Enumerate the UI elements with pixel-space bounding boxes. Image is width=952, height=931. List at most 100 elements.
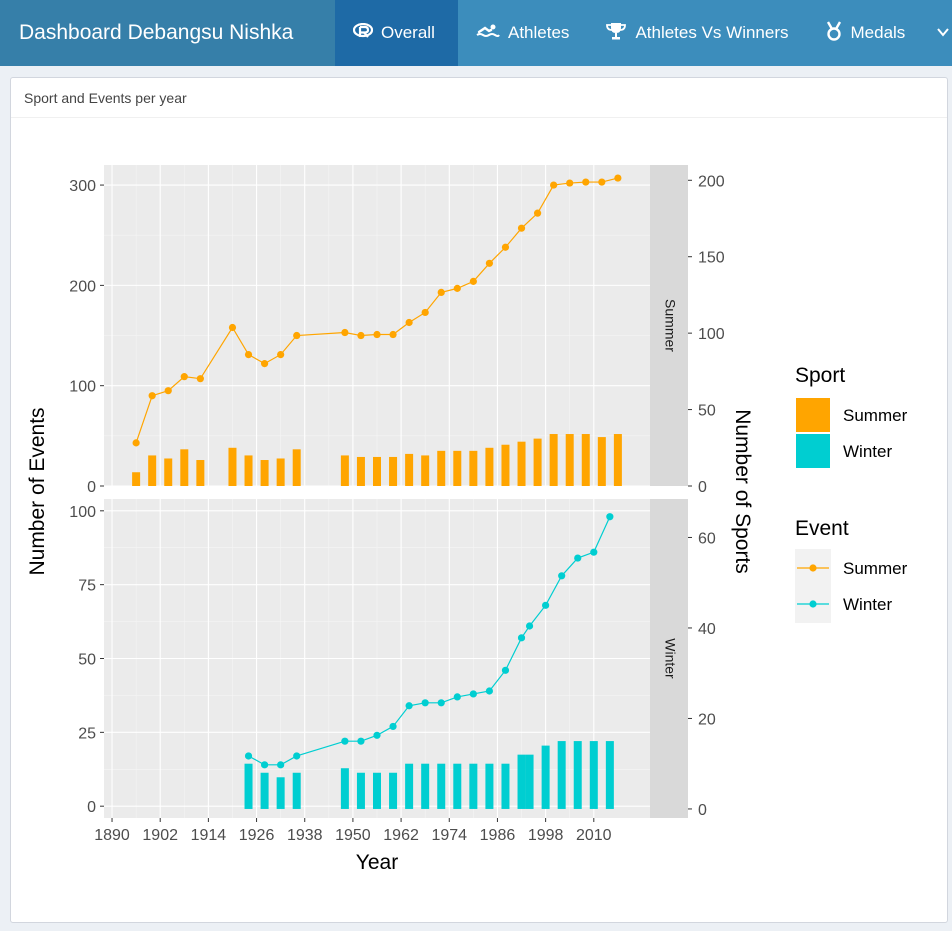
events-point (132, 439, 140, 447)
events-point (606, 513, 614, 521)
events-point (501, 666, 510, 674)
y2-tick-label: 50 (698, 403, 716, 420)
sports-bar (581, 434, 590, 486)
y-axis-title: Number of Events (26, 407, 49, 575)
y2-tick-label: 0 (698, 802, 707, 819)
sports-bar (373, 456, 381, 486)
sports-bar (565, 434, 574, 486)
sports-bar (148, 455, 157, 486)
sports-bar (292, 772, 301, 809)
sports-bar (525, 754, 534, 809)
events-point (421, 308, 429, 317)
sports-bar (340, 455, 349, 486)
events-point (590, 548, 598, 556)
legend-sport-key (796, 434, 830, 468)
r-logo-icon (352, 22, 374, 44)
sports-bar (389, 772, 398, 809)
legend-event-key-point (809, 564, 817, 572)
events-sports-chart: 0100200300Summer0501001502000255075100Wi… (26, 165, 908, 874)
events-point (405, 318, 413, 327)
nav-overflow[interactable] (923, 0, 950, 66)
y-tick-label: 100 (69, 379, 96, 396)
events-point (485, 687, 494, 695)
tab-athletes-vs-winners[interactable]: Athletes Vs Winners (587, 0, 806, 66)
events-point (525, 622, 534, 630)
x-tick-label: 1938 (287, 827, 323, 844)
y-tick-label: 0 (87, 799, 96, 816)
tab-medals[interactable]: Medals (807, 0, 924, 66)
legend-event-key-point (809, 600, 817, 608)
events-point (180, 373, 188, 381)
y-tick-label: 50 (78, 652, 96, 669)
events-point (228, 323, 237, 332)
sports-bar (228, 447, 237, 486)
x-tick-label: 1998 (528, 827, 564, 844)
events-point (437, 699, 445, 707)
sports-bar (597, 437, 606, 486)
tab-overall[interactable]: Overall (335, 0, 458, 66)
events-point (598, 178, 606, 186)
sports-bar (541, 745, 550, 809)
tab-athletes[interactable]: Athletes (458, 0, 587, 66)
events-point (357, 737, 365, 745)
events-line (248, 516, 611, 766)
events-point (517, 634, 526, 642)
events-point (196, 375, 204, 383)
x-tick-label: 1974 (431, 827, 467, 844)
events-point (244, 752, 253, 760)
navbar: Dashboard Debangsu Nishka Overall Athlet… (0, 0, 952, 66)
y-tick-label: 100 (69, 504, 96, 521)
sports-bar (405, 763, 414, 809)
swimmer-icon (476, 23, 500, 44)
sports-bar (373, 772, 381, 809)
events-point (341, 328, 349, 337)
events-point (260, 360, 269, 368)
events-point (437, 288, 445, 296)
sports-bar (437, 450, 446, 486)
events-point (485, 259, 494, 267)
y-tick-label: 0 (87, 479, 96, 496)
chevron-down-icon (937, 24, 950, 42)
legend-sport-title: Sport (795, 364, 845, 387)
nav-tabs: Overall Athletes Athletes Vs Winners Med… (335, 0, 950, 66)
medal-icon (825, 20, 843, 46)
sports-bar (244, 763, 253, 809)
events-point (453, 284, 461, 292)
x-tick-label: 1986 (480, 827, 516, 844)
events-point (566, 179, 574, 187)
events-point (542, 601, 550, 609)
sports-bar (469, 763, 478, 809)
dashboard-title[interactable]: Dashboard Debangsu Nishka (0, 0, 335, 66)
y2-tick-label: 60 (698, 530, 716, 547)
events-point (293, 331, 301, 340)
events-point (277, 350, 285, 359)
facet-strip-label: Winter (662, 638, 678, 679)
x-tick-label: 1950 (335, 827, 371, 844)
sports-bar (196, 460, 205, 486)
sports-bar (573, 741, 582, 809)
events-point (389, 330, 397, 339)
events-point (341, 737, 349, 745)
events-line (135, 177, 619, 444)
sports-bar (453, 450, 462, 486)
x-tick-label: 2010 (576, 827, 612, 844)
events-point (373, 330, 381, 339)
y2-tick-label: 200 (698, 173, 725, 190)
events-point (558, 572, 566, 580)
sports-bar (613, 434, 622, 486)
legend-sport-key (796, 398, 830, 432)
events-point (469, 277, 477, 285)
events-point (517, 224, 526, 232)
sports-bar (389, 456, 398, 486)
sports-bar (605, 741, 614, 809)
sports-bar (549, 434, 558, 486)
sports-bar (356, 772, 365, 809)
events-point (574, 554, 582, 562)
box-title: Sport and Events per year (11, 78, 947, 118)
y-tick-label: 300 (69, 178, 96, 195)
y2-tick-label: 100 (698, 326, 725, 343)
x-tick-label: 1902 (142, 827, 178, 844)
legend-event-label: Winter (843, 595, 892, 614)
tab-athletes-vs-winners-label: Athletes Vs Winners (635, 23, 789, 42)
events-point (373, 731, 381, 739)
